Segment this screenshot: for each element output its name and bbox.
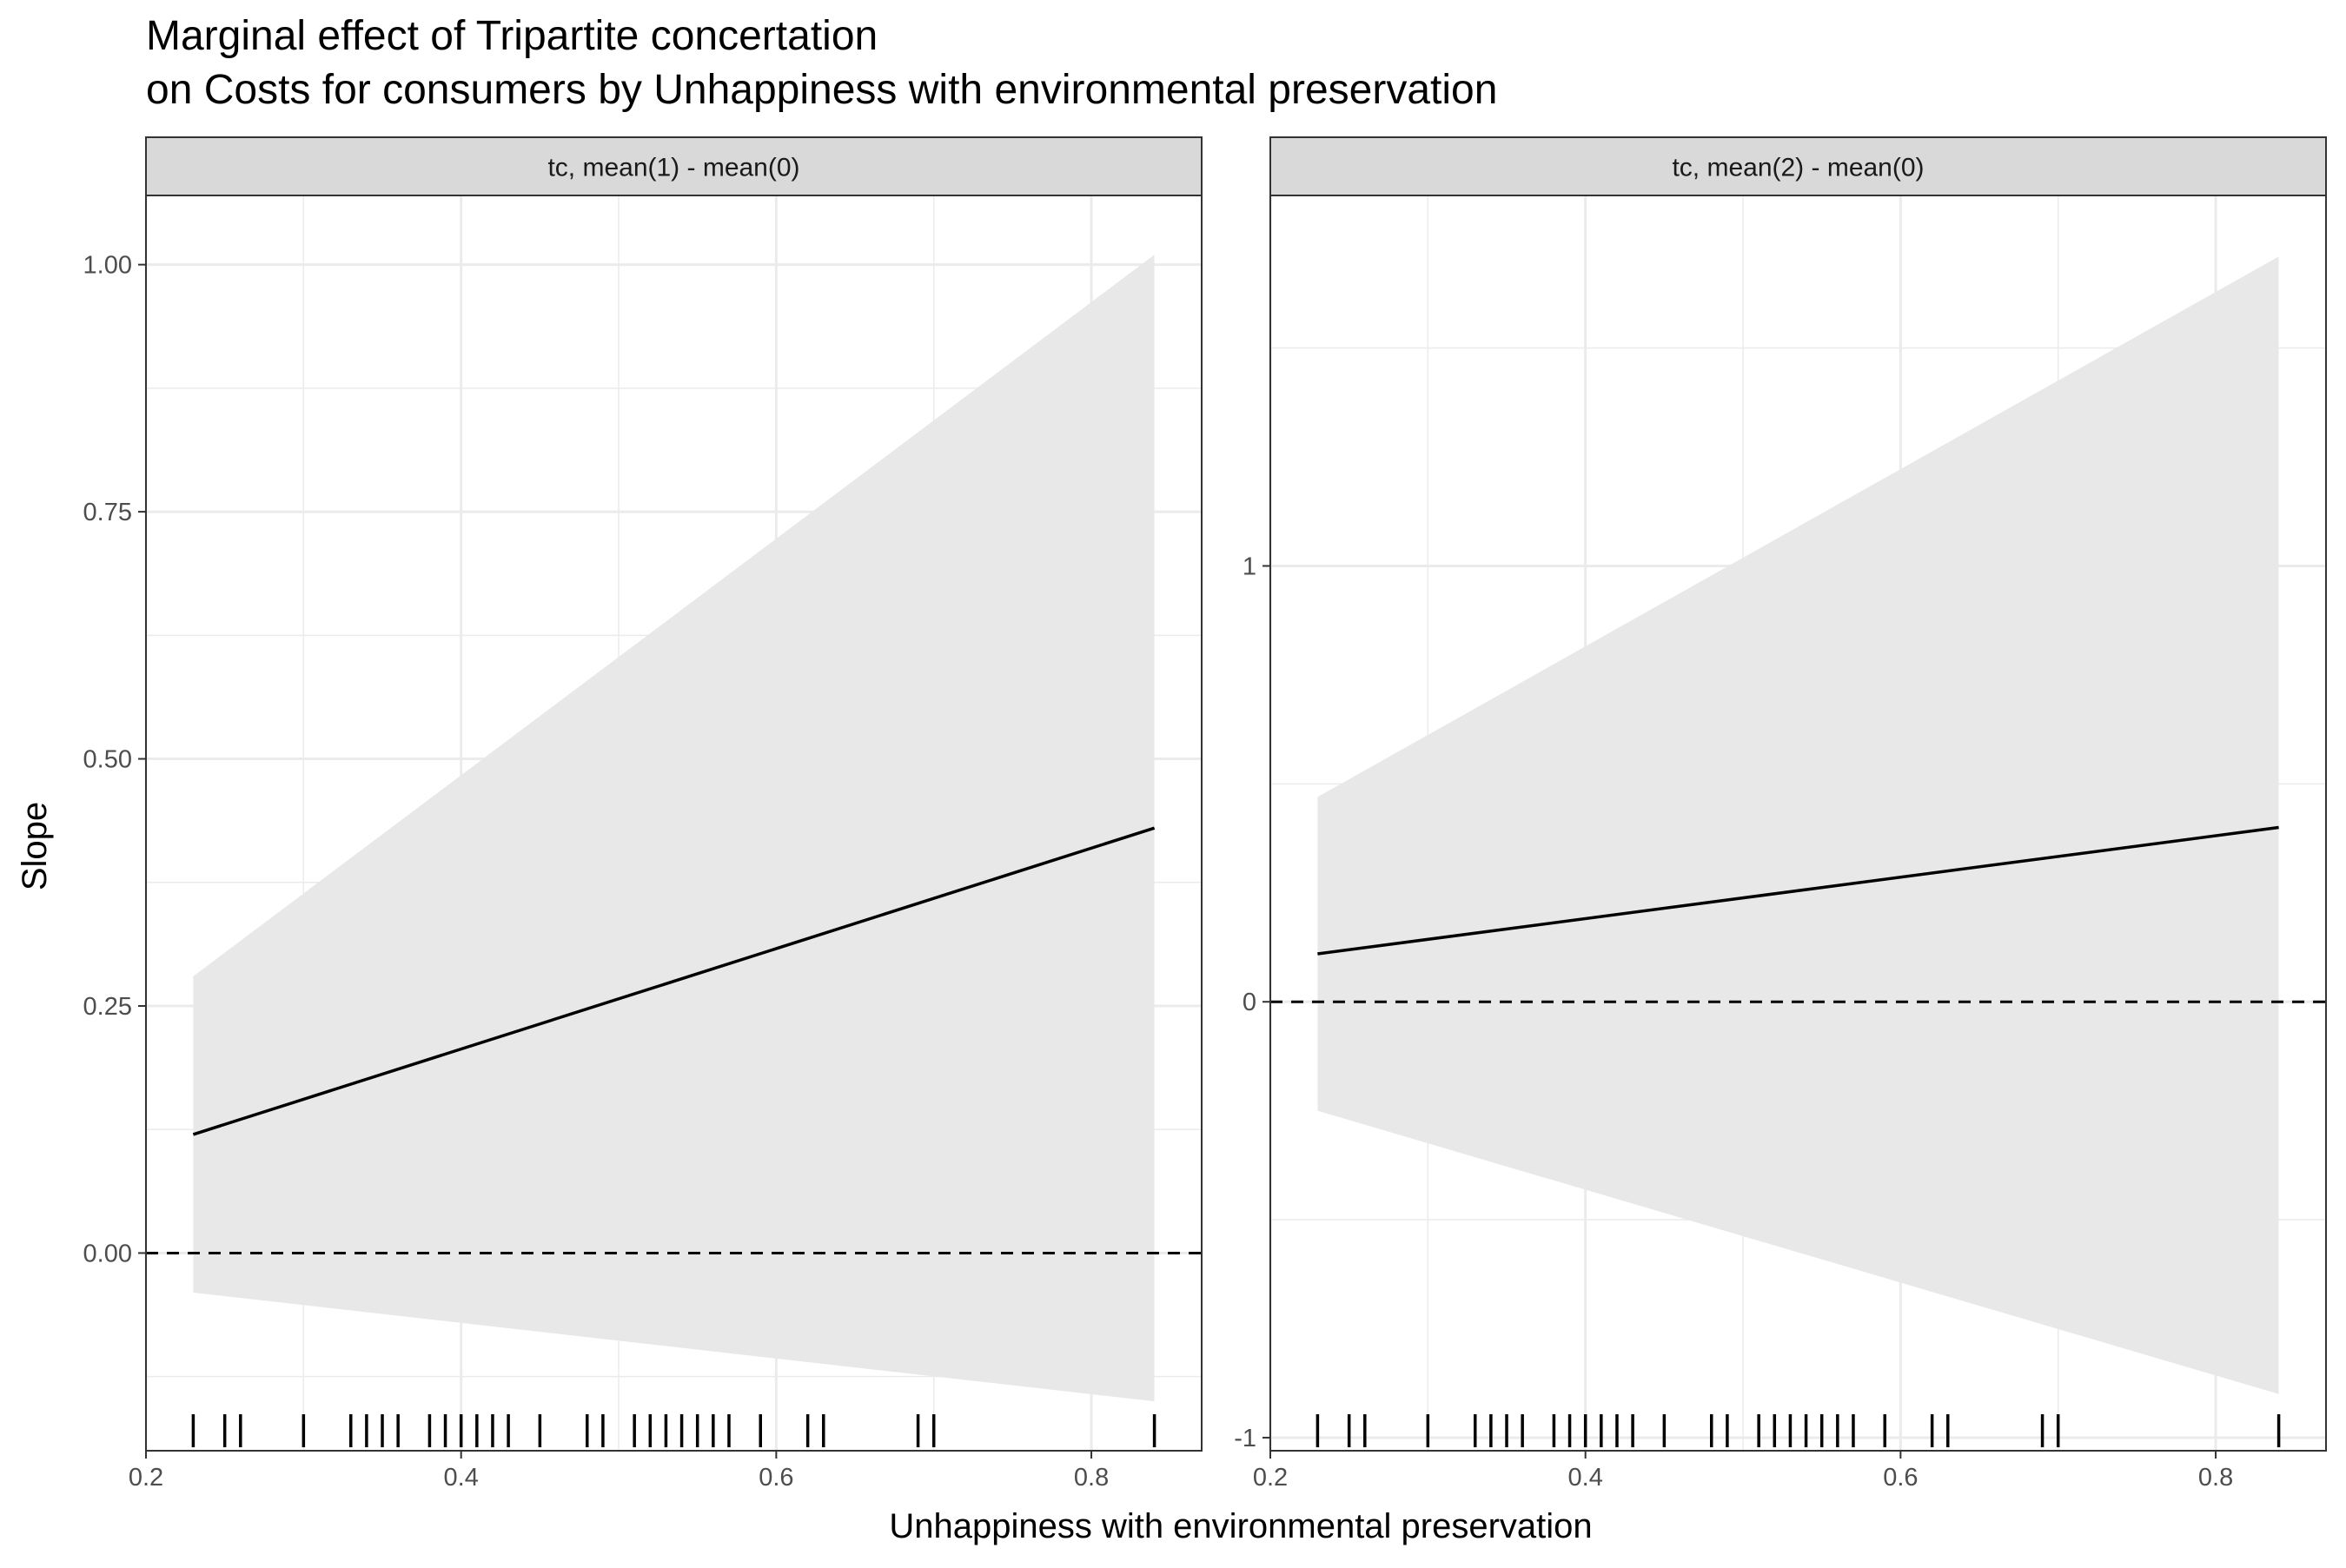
y-tick-label: 0.00 (83, 1240, 132, 1267)
y-tick-label: 0.50 (83, 746, 132, 774)
panels: tc, mean(1) - mean(0) 0.2 0.4 0.6 0.8 0.00 0.2… (83, 136, 2327, 1492)
y-tick-label: 0.75 (83, 499, 132, 526)
x-tick-label: 0.8 (1074, 1464, 1109, 1492)
x-tick-label: 0.4 (444, 1464, 479, 1492)
y-axis-title: Slope (16, 802, 54, 890)
y-tick-label: -1 (1234, 1425, 1256, 1452)
panel-2: tc, mean(2) - mean(0) 0.2 0.4 0.6 0.8 -1 0 1 (1234, 136, 2327, 1492)
x-tick-label: 0.4 (1568, 1464, 1603, 1492)
x-tick-label: 0.2 (129, 1464, 163, 1492)
y-tick-label: 0.25 (83, 993, 132, 1021)
facet-strip (1269, 136, 2327, 196)
y-tick-label: 1.00 (83, 252, 132, 280)
chart-subtitle: on Costs for consumers by Unhappiness wi… (146, 67, 1497, 113)
x-tick-label: 0.2 (1253, 1464, 1288, 1492)
estimate-line (1317, 825, 2279, 956)
facet-strip-label: tc, mean(1) - mean(0) (547, 154, 799, 182)
confidence-ribbon (1317, 256, 2279, 1394)
x-axis-title: Unhappiness with environmental preservat… (889, 1507, 1592, 1545)
chart-title: Marginal effect of Tripartite concertati… (146, 13, 878, 59)
facet-strip (145, 136, 1203, 196)
estimate-line (192, 826, 1156, 1136)
x-tick-label: 0.8 (2198, 1464, 2233, 1492)
y-tick-label: 1 (1243, 552, 1256, 580)
y-tick-label: 0 (1243, 989, 1256, 1016)
confidence-ribbon (193, 255, 1155, 1402)
x-tick-label: 0.6 (759, 1464, 793, 1492)
facet-strip-label: tc, mean(2) - mean(0) (1672, 154, 1924, 182)
x-tick-label: 0.6 (1883, 1464, 1918, 1492)
panel-1: tc, mean(1) - mean(0) 0.2 0.4 0.6 0.8 0.00 0.2… (83, 136, 1203, 1492)
